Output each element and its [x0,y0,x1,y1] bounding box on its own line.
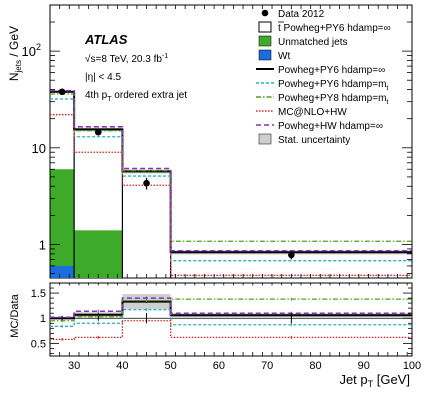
legend: Data 2012 t Powheg+PY6 hdamp=∞ Unmatched… [256,9,391,146]
series-line-3 [50,114,412,276]
atlas-label: ATLAS [84,32,128,47]
data-point [143,179,150,187]
data-point [288,251,295,259]
unmatched-bar [50,169,75,278]
legend-entry-powheg-py6-mt: Powheg+PY6 hdamp=mt [256,79,388,92]
main-y-tick-label: 1 [39,237,46,252]
series-line-4 [50,89,412,252]
jet-order-label: 4th pT ordered extra jet [85,90,187,103]
legend-entry-data: Data 2012 [261,9,325,20]
svg-text:Powheg+HW hdamp=∞: Powheg+HW hdamp=∞ [278,121,383,132]
series-line-2 [50,93,412,242]
data-point [94,128,102,136]
ratio-plot-frame [49,282,413,357]
ratio-y-tick-label: 0.5 [31,338,46,350]
main-series-lines [49,89,413,278]
atlas-annotation: ATLAS √s=8 TeV, 20.3 fb-1 |η| < 4.5 4th … [84,32,187,103]
main-y-axis-title: Njets / GeV [7,26,23,81]
x-tick-label: 30 [68,360,80,372]
wt-bar [50,265,75,278]
legend-entry-powheg-hw-inf: Powheg+HW hdamp=∞ [256,121,383,132]
ratio-y-axis-title: MC/Data [9,293,21,337]
svg-text:MC@NLO+HW: MC@NLO+HW [278,107,347,118]
svg-text:Stat. uncertainty: Stat. uncertainty [278,135,350,146]
main-data-points [58,88,295,260]
main-y-tick-label: 10 [32,141,46,156]
x-axis-title: Jet pT [GeV] [339,372,410,389]
legend-entry-powheg-py6-inf: Powheg+PY6 hdamp=∞ [256,65,385,76]
x-tick-label: 50 [165,360,177,372]
data-point [58,88,66,96]
legend-entry-wt: Wt [258,49,290,62]
ratio-series-line-4 [50,297,412,318]
x-tick-label: 60 [213,360,225,372]
unmatched-bar [74,230,123,278]
stack-fills [50,90,412,278]
ratio-series-line-2 [50,298,412,322]
main-y-tick-label: 102 [22,42,41,59]
svg-text:Powheg+PY8 hdamp=mt: Powheg+PY8 hdamp=mt [278,93,388,106]
ratio-y-tick-label: 1.5 [31,288,46,300]
svg-text:t Powheg+PY6 hdamp=∞: t Powheg+PY6 hdamp=∞ [278,23,391,34]
eta-label: |η| < 4.5 [85,72,121,83]
legend-entry-stat-uncertainty: Stat. uncertainty [258,133,350,146]
legend-entry-ttbar-total: t Powheg+PY6 hdamp=∞ [258,21,391,34]
ratio-series-line-3 [50,320,412,341]
legend-entry-unmatched: Unmatched jets [258,35,347,48]
ratio-y-tick-label: 1 [40,313,46,325]
svg-text:Unmatched jets: Unmatched jets [278,37,347,48]
svg-text:Data 2012: Data 2012 [278,9,325,20]
ratio-contents [50,294,412,341]
x-tick-label: 100 [403,360,421,372]
svg-text:Wt: Wt [278,51,290,62]
svg-text:Powheg+PY6 hdamp=∞: Powheg+PY6 hdamp=∞ [278,65,385,76]
energy-lumi-label: √s=8 TeV, 20.3 fb-1 [85,53,168,65]
svg-text:Powheg+PY6 hdamp=mt: Powheg+PY6 hdamp=mt [278,79,388,92]
x-tick-label: 90 [358,360,370,372]
legend-entry-mcnlo-hw: MC@NLO+HW [256,107,347,118]
x-tick-label: 70 [261,360,273,372]
x-tick-label: 40 [116,360,128,372]
legend-entry-powheg-py8-mt: Powheg+PY8 hdamp=mt [256,93,388,106]
x-tick-label: 80 [309,360,321,372]
series-line-0 [50,90,412,254]
